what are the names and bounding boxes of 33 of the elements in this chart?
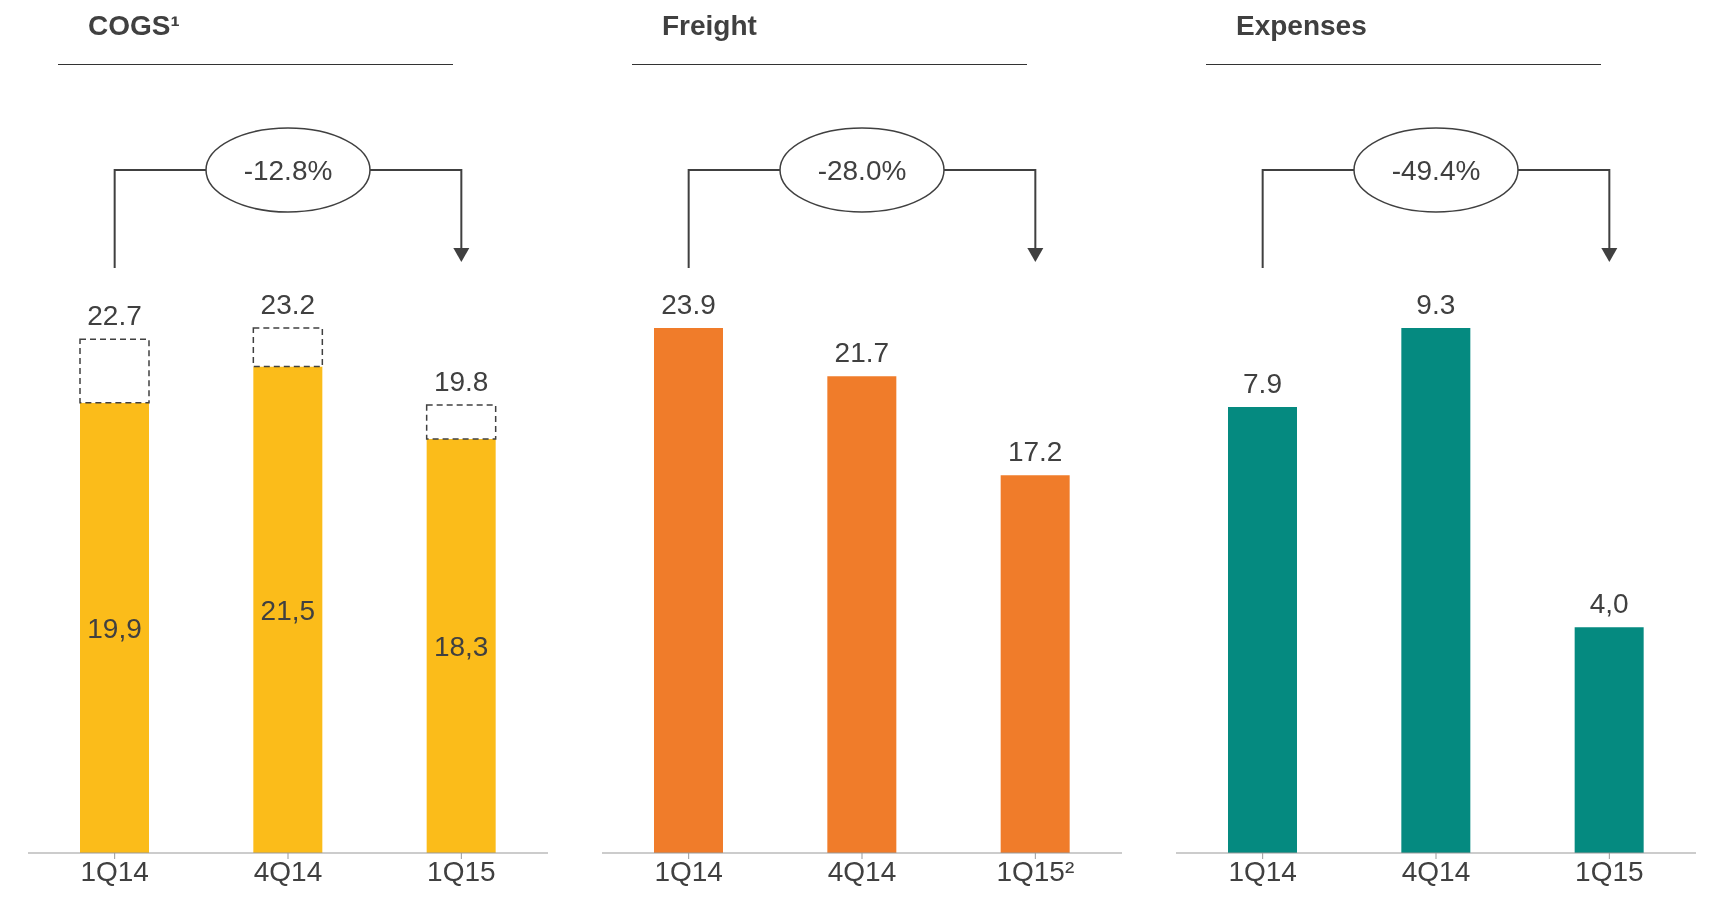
text: -49.4%: [1391, 155, 1481, 186]
x-tick-label: 1Q14: [1228, 855, 1297, 887]
total-label: 22.7: [87, 300, 142, 332]
data-label: 9.3: [1416, 289, 1456, 320]
data-label: 19,9: [87, 612, 142, 644]
text: -28.0%: [817, 155, 907, 186]
data-label: 4,0: [1589, 588, 1629, 620]
data-label: 23.9: [661, 289, 716, 320]
x-tick-label: 1Q15: [1575, 855, 1644, 887]
total-label: 23.2: [260, 289, 316, 320]
chart-title: COGS¹: [88, 10, 180, 42]
x-tick-label: 4Q14: [253, 855, 323, 887]
x-tick-label: 4Q14: [1401, 855, 1471, 887]
total-label: 19.8: [433, 365, 489, 397]
bar: [425, 404, 497, 440]
bar: [253, 366, 323, 853]
chart-title: Freight: [662, 10, 757, 42]
x-tick-label: 1Q14: [80, 855, 149, 887]
bar: [79, 338, 150, 404]
x-tick-label: 1Q15²: [996, 855, 1075, 887]
data-label: 21,5: [260, 594, 316, 626]
x-tick-label: 1Q15: [427, 855, 496, 887]
data-label: 21.7: [834, 337, 890, 369]
x-tick-label: 1Q14: [654, 855, 723, 887]
text: -12.8%: [243, 155, 333, 186]
chart-title: Expenses: [1236, 10, 1367, 42]
x-tick-label: 4Q14: [827, 855, 897, 887]
bar: [80, 402, 149, 853]
data-label: 7.9: [1243, 368, 1282, 400]
data-label: 17.2: [1007, 436, 1063, 468]
bar: [426, 438, 496, 853]
data-label: 18,3: [433, 630, 489, 662]
bar: [252, 327, 324, 368]
